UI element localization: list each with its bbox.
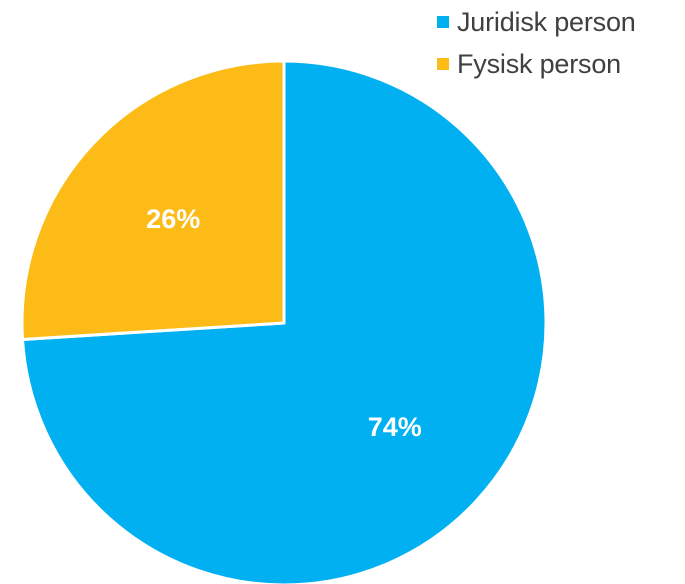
- data-label-fysisk-person: 26%: [146, 204, 200, 234]
- pie-slices: [20, 59, 548, 584]
- legend-label-juridisk-person: Juridisk person: [457, 7, 636, 37]
- legend-swatch-fysisk-person: [437, 58, 449, 70]
- legend-item-fysisk-person: Fysisk person: [437, 46, 636, 82]
- chart-legend: Juridisk person Fysisk person: [437, 4, 636, 82]
- legend-item-juridisk-person: Juridisk person: [437, 4, 636, 40]
- pie-data-labels: 74% 26%: [146, 204, 422, 442]
- pie-slice-fysisk-person: [20, 59, 286, 341]
- data-label-juridisk-person: 74%: [368, 412, 422, 442]
- legend-label-fysisk-person: Fysisk person: [457, 49, 621, 79]
- legend-swatch-juridisk-person: [437, 16, 449, 28]
